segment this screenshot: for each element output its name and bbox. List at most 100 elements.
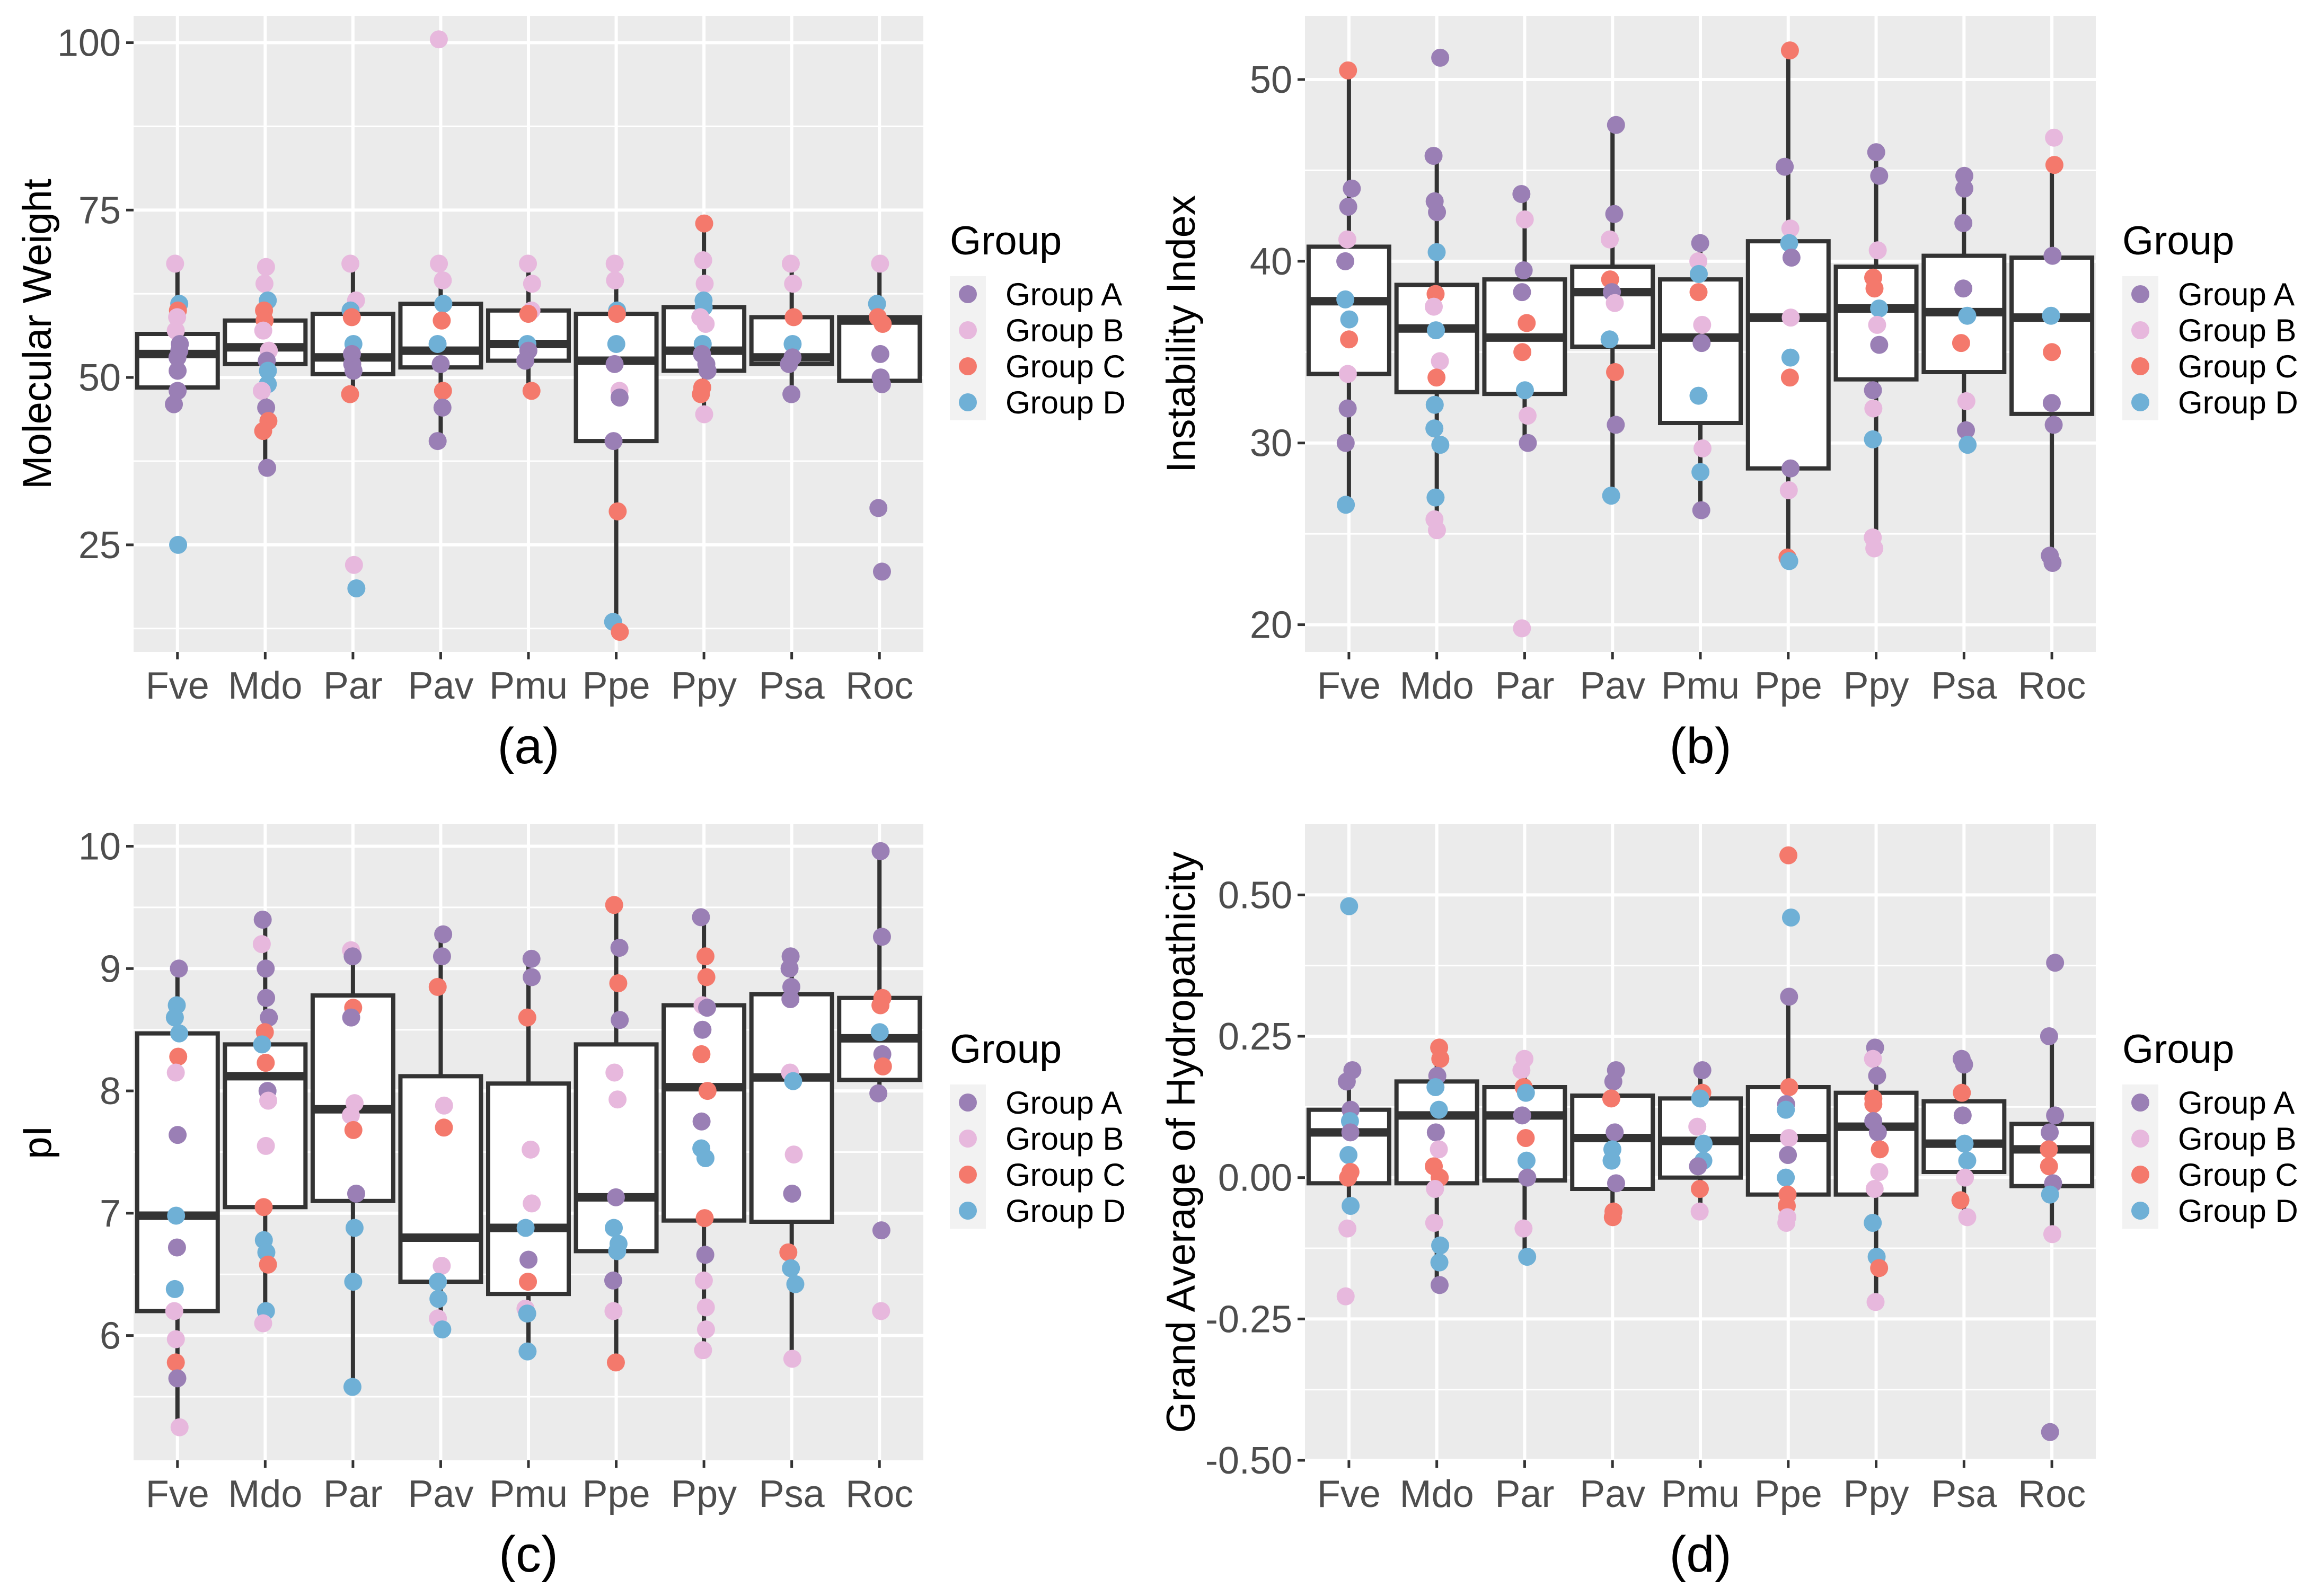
data-point <box>1957 421 1975 439</box>
legend-swatch <box>959 1094 977 1112</box>
x-tick-label-pav: Pav <box>408 665 473 707</box>
data-point <box>605 1063 624 1082</box>
data-point <box>519 1273 537 1291</box>
data-point <box>1342 1197 1360 1215</box>
y-axis-title-a: Molecular Weight <box>15 179 60 489</box>
data-point <box>692 1112 711 1131</box>
data-point <box>871 254 889 273</box>
data-point <box>1427 321 1445 340</box>
data-point <box>1339 1146 1358 1164</box>
data-point <box>784 1072 802 1090</box>
data-point <box>345 1219 364 1237</box>
data-point <box>253 911 272 929</box>
data-point <box>1864 430 1882 448</box>
data-point <box>1607 1174 1625 1193</box>
y-tick-label: 0.25 <box>1218 1016 1292 1058</box>
data-point <box>1691 1180 1709 1198</box>
legend-label-group-d: Group D <box>2178 1193 2298 1229</box>
data-point <box>610 389 629 407</box>
data-point <box>429 1273 447 1291</box>
data-point <box>1606 1123 1624 1142</box>
data-point <box>608 502 627 521</box>
data-point <box>606 1188 625 1206</box>
data-point <box>519 305 537 323</box>
data-point <box>698 1082 717 1100</box>
data-point <box>1954 214 1973 232</box>
y-tick-labels-d: -0.50 -0.25 0.00 0.25 0.50 <box>1205 874 1305 1482</box>
data-point <box>257 989 276 1007</box>
data-point <box>252 382 271 400</box>
y-tick-label: -0.50 <box>1205 1440 1292 1482</box>
data-point <box>1955 1055 1973 1074</box>
x-tick-label-pmu: Pmu <box>489 1473 568 1515</box>
data-point <box>871 842 890 860</box>
data-point <box>2043 1225 2061 1244</box>
x-tick-label-mdo: Mdo <box>228 1473 302 1515</box>
panel-c: 6 7 8 9 10 Fve Mdo Par Pav Pmu Ppe Ppy Psa Roc pI (c… <box>15 824 1126 1583</box>
data-point <box>1426 1123 1445 1142</box>
y-tick-labels-a: 25 50 75 100 <box>57 22 134 567</box>
data-point <box>1339 1168 1357 1187</box>
data-point <box>694 251 712 270</box>
x-tick-label-fve: Fve <box>1317 665 1381 707</box>
legend-swatch <box>2131 1130 2149 1148</box>
data-point <box>165 1280 184 1298</box>
data-point <box>1689 386 1708 405</box>
data-point <box>1515 210 1534 228</box>
data-point <box>259 361 277 380</box>
data-point <box>1604 1072 1622 1091</box>
data-point <box>1958 1151 1977 1170</box>
data-point <box>1864 1214 1882 1232</box>
panel-label-b: (b) <box>1669 718 1731 774</box>
data-point <box>695 214 713 233</box>
data-point <box>1688 1117 1707 1136</box>
data-point <box>1602 1151 1621 1170</box>
x-tick-label-roc: Roc <box>845 1473 913 1515</box>
data-point <box>1870 299 1889 318</box>
data-point <box>698 361 717 380</box>
data-point <box>1518 407 1537 425</box>
data-point <box>435 1118 453 1137</box>
data-point <box>1777 1168 1795 1187</box>
data-point <box>1602 487 1620 505</box>
data-point <box>1692 501 1710 519</box>
data-point <box>169 361 187 380</box>
legend-swatch <box>2131 321 2149 339</box>
data-point <box>168 1369 187 1388</box>
data-point <box>1953 1083 1971 1102</box>
data-point <box>344 361 363 380</box>
panel-label-a: (a) <box>497 718 559 774</box>
data-point <box>166 1353 185 1372</box>
data-point <box>1515 381 1534 400</box>
data-point <box>1514 1219 1533 1238</box>
data-point <box>1336 290 1355 308</box>
data-point <box>1336 252 1355 270</box>
data-point <box>873 375 892 393</box>
data-point <box>608 1090 627 1109</box>
data-point <box>1870 1163 1889 1181</box>
x-tick-label-pmu: Pmu <box>1661 1473 1740 1515</box>
y-tick-label: 6 <box>100 1315 121 1357</box>
data-point <box>170 1024 189 1043</box>
data-point <box>874 1057 892 1075</box>
data-point <box>341 1106 360 1125</box>
data-point <box>519 254 537 273</box>
data-point <box>2046 1106 2065 1125</box>
legend-label-group-c: Group C <box>1005 349 1126 384</box>
data-point <box>166 1063 185 1082</box>
legend-swatch <box>959 393 977 411</box>
data-point <box>1780 1129 1798 1147</box>
x-tick-label-ppy: Ppy <box>1843 665 1909 707</box>
legend-label-group-a: Group A <box>1005 1085 1122 1121</box>
data-point <box>257 258 275 276</box>
data-point <box>692 1045 711 1063</box>
data-point <box>1337 1072 1356 1091</box>
data-point <box>695 405 713 424</box>
data-point <box>1868 1123 1887 1142</box>
data-point <box>1427 368 1446 387</box>
y-tick-label: 7 <box>100 1193 121 1235</box>
data-point <box>1607 416 1625 434</box>
data-point <box>1343 179 1361 198</box>
data-point <box>166 254 184 273</box>
